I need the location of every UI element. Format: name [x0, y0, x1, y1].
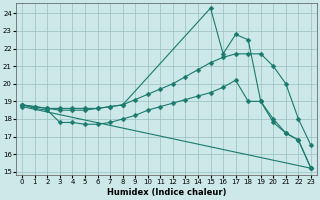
X-axis label: Humidex (Indice chaleur): Humidex (Indice chaleur) — [107, 188, 226, 197]
